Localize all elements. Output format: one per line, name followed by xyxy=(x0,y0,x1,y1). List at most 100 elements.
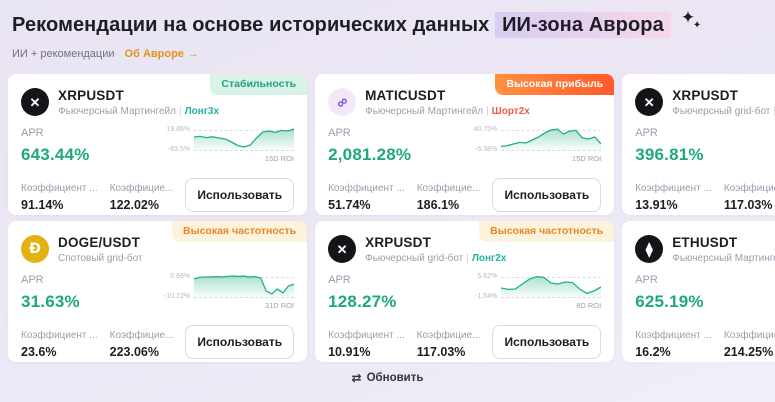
roi-sparkline-chart: 18.68% 0% 15D ROI xyxy=(770,272,775,316)
stat-label: Коэффициент ... xyxy=(21,330,98,341)
stat-value: 16.2% xyxy=(635,345,671,359)
card-header: ∞ MATICUSDT Фьючерсный Мартингейл | Шорт2x xyxy=(328,88,601,117)
coin-icon: ✕ xyxy=(328,235,357,263)
card-badge: Высокая частотность xyxy=(172,221,308,242)
roi-sparkline-chart: 19.86% -63.5% 15D ROI xyxy=(156,125,295,169)
card-header: ✕ XRPUSDT Фьючерсный Мартингейл | Лонг3x xyxy=(21,88,294,117)
chart-high-label: 19.86% xyxy=(166,126,191,133)
use-button[interactable]: Использовать xyxy=(185,325,295,359)
card-badge: Высокая прибыль xyxy=(495,74,615,95)
sparkle-icon: ✦ ✦ xyxy=(679,8,705,38)
apr-label: APR xyxy=(328,127,351,139)
use-button[interactable]: Использовать xyxy=(492,325,602,359)
coefficient-stat-2: Коэффицие... 214.25% xyxy=(724,330,775,359)
apr-value: 31.63% xyxy=(21,292,80,311)
leverage-tag: Лонг3x xyxy=(184,106,220,117)
chart-low-label: -10.22% xyxy=(164,293,191,300)
apr-label: APR xyxy=(21,127,44,139)
card-body: APR 643.44% 19.86% -63.5% 15D ROI xyxy=(21,125,295,169)
coefficient-stat-1: Коэффициент ... 91.14% xyxy=(21,183,98,212)
card-body: APR 625.19% 18.68% 0% 15D ROI xyxy=(635,272,775,316)
coefficient-stat-1: Коэффициент ... 23.6% xyxy=(21,330,98,359)
chart-high-label: 5.62% xyxy=(477,273,498,280)
recommendation-card: Высокая частотность Ð DOGE/USDT Спотовый… xyxy=(8,221,308,362)
refresh-icon: ⇄ xyxy=(351,371,362,385)
bot-type-row: Фьючерсный Мартингейл|Шорт3x xyxy=(672,253,775,264)
sparkline xyxy=(501,272,602,299)
apr-label: APR xyxy=(635,127,658,139)
apr-block: APR 396.81% xyxy=(635,125,704,165)
chart-low-label: -6.38% xyxy=(475,146,498,153)
chart-low-label: 0% xyxy=(770,293,775,300)
ai-zone-highlight: ИИ-зона Аврора xyxy=(495,11,671,38)
apr-value: 2,081.28% xyxy=(328,145,412,164)
stat-label: Коэффицие... xyxy=(723,183,775,194)
card-body: APR 2,081.28% 40.75% -6.38% 15D ROI xyxy=(328,125,602,169)
bot-type-label: Фьючерсный grid-бот xyxy=(672,106,771,117)
leverage-tag: Шорт2x xyxy=(491,106,530,117)
bot-type-label: Фьючерсный grid-бот xyxy=(365,253,464,264)
chart-low-label: -63.5% xyxy=(167,146,191,153)
pair-symbol: DOGE/USDT xyxy=(58,235,141,250)
card-footer: Коэффициент ... 91.14% Коэффицие... 122.… xyxy=(21,178,295,212)
stat-value: 23.6% xyxy=(21,345,57,359)
roi-period-label: 8D ROI xyxy=(576,301,602,310)
chart-gridline-top xyxy=(501,277,602,278)
coefficient-stat-1: Коэффициент ... 10.91% xyxy=(328,330,405,359)
bot-type-row: Фьючерсный Мартингейл | Шорт2x xyxy=(365,106,530,117)
coefficient-stat-1: Коэффициент ... 16.2% xyxy=(635,330,712,359)
bot-type-label: Спотовый grid-бот xyxy=(58,253,143,264)
chart-low-label: -1.97% xyxy=(770,146,775,153)
card-footer: Коэффициент ... 13.91% Коэффицие... 117.… xyxy=(635,178,775,212)
about-aurora-link[interactable]: Об Авроре → xyxy=(125,48,199,60)
card-header: Ð DOGE/USDT Спотовый grid-бот xyxy=(21,235,294,264)
card-header: ✕ XRPUSDT Фьючерсный grid-бот | Лонг2x xyxy=(328,235,601,264)
roi-sparkline-chart: 5.62% -1.54% 8D ROI xyxy=(463,272,602,316)
stat-label: Коэффицие... xyxy=(109,183,174,194)
apr-label: APR xyxy=(635,274,658,286)
card-footer: Коэффициент ... 10.91% Коэффицие... 117.… xyxy=(328,325,602,359)
stat-value: 117.03% xyxy=(416,345,466,359)
sparkle-icon-large: ✦ xyxy=(680,8,696,28)
coefficient-stat-2: Коэффицие... 223.06% xyxy=(110,330,174,359)
pair-symbol: ETHUSDT xyxy=(672,235,738,250)
page-title-text: Рекомендации на основе исторических данн… xyxy=(12,13,490,36)
sparkline xyxy=(194,125,295,152)
roi-period-label: 31D ROI xyxy=(264,301,295,310)
card-body: APR 128.27% 5.62% -1.54% 8D ROI xyxy=(328,272,602,316)
chart-high-label: 0.69% xyxy=(170,273,191,280)
card-footer: Коэффициент ... 23.6% Коэффицие... 223.0… xyxy=(21,325,295,359)
card-footer: Коэффициент ... 51.74% Коэффицие... 186.… xyxy=(328,178,602,212)
coefficient-stat-1: Коэффициент ... 51.74% xyxy=(328,183,405,212)
coin-icon: Ð xyxy=(21,235,49,263)
recommendation-card: Высокая частотность ✕ XRPUSDT Фьючерсный… xyxy=(315,221,615,362)
chart-high-label: 17.72% xyxy=(770,126,775,133)
stat-value: 117.03% xyxy=(723,198,773,212)
use-button[interactable]: Использовать xyxy=(492,178,602,212)
stat-label: Коэффицие... xyxy=(416,183,481,194)
stat-value: 214.25% xyxy=(723,345,774,359)
roi-period-label: 15D ROI xyxy=(572,154,602,163)
apr-label: APR xyxy=(328,274,351,286)
refresh-button[interactable]: ⇄ Обновить xyxy=(8,371,767,385)
use-button[interactable]: Использовать xyxy=(185,178,295,212)
stat-value: 223.06% xyxy=(109,345,159,359)
pair-symbol: MATICUSDT xyxy=(365,88,446,103)
card-badge: Высокая частотность xyxy=(479,221,615,242)
stat-value: 51.74% xyxy=(328,198,371,212)
sparkle-icon-small: ✦ xyxy=(692,20,702,31)
stat-label: Коэффициент ... xyxy=(635,330,712,341)
separator: | xyxy=(178,106,182,117)
about-aurora-label: Об Авроре xyxy=(124,48,184,60)
apr-value: 396.81% xyxy=(635,145,704,164)
card-body: APR 396.81% 17.72% -1.97% 8D ROI xyxy=(635,125,775,169)
bot-type-label: Фьючерсный Мартингейл xyxy=(365,106,484,117)
coin-icon: ⧫ xyxy=(635,235,664,263)
coin-icon: ∞ xyxy=(328,88,357,116)
stat-value: 122.02% xyxy=(109,198,159,212)
recommendation-cards-grid: Стабильность ✕ XRPUSDT Фьючерсный Мартин… xyxy=(8,74,775,362)
roi-period-label: 15D ROI xyxy=(264,154,295,163)
coin-icon: ✕ xyxy=(635,88,664,116)
pair-symbol: XRPUSDT xyxy=(58,88,124,103)
ai-zone-recommendations-page: Рекомендации на основе исторических данн… xyxy=(8,8,775,385)
